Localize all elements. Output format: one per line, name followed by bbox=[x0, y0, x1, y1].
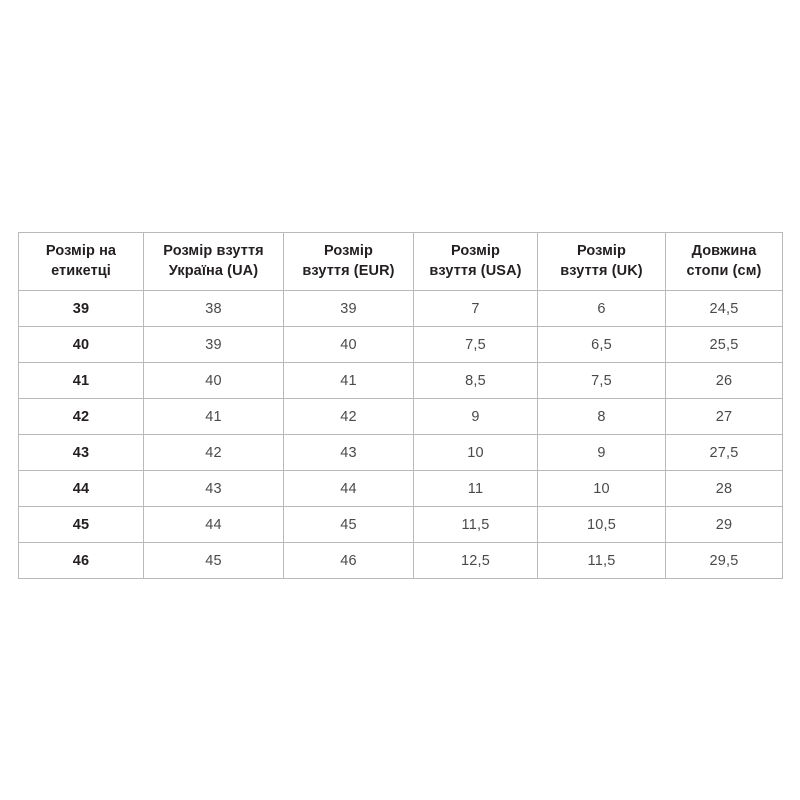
table-cell-eur_size: 40 bbox=[283, 326, 414, 363]
column-header-label-size: Розмір на етикетці bbox=[18, 232, 144, 291]
table-row: 41 40 41 8,5 7,5 26 bbox=[18, 362, 783, 399]
table-cell-eur_size: 43 bbox=[283, 434, 414, 471]
table-cell-ua_size: 45 bbox=[143, 542, 284, 579]
column-header-ua-size: Розмір взуття Україна (UA) bbox=[143, 232, 284, 291]
table-row: 44 43 44 11 10 28 bbox=[18, 470, 783, 507]
column-header-line1: Довжина bbox=[691, 242, 757, 259]
table-cell-label_size: 39 bbox=[18, 290, 144, 327]
column-header-uk-size: Розмір взуття (UK) bbox=[537, 232, 666, 291]
column-header-line2: взуття (EUR) bbox=[302, 262, 395, 279]
table-cell-foot_length: 27 bbox=[665, 398, 783, 435]
table-cell-label_size: 46 bbox=[18, 542, 144, 579]
table-cell-usa_size: 8,5 bbox=[413, 362, 538, 399]
column-header-line1: Розмір на bbox=[45, 242, 117, 259]
column-header-line2: взуття (USA) bbox=[429, 262, 522, 279]
table-cell-label_size: 45 bbox=[18, 506, 144, 543]
table-cell-foot_length: 29 bbox=[665, 506, 783, 543]
table-cell-foot_length: 27,5 bbox=[665, 434, 783, 471]
table-cell-eur_size: 44 bbox=[283, 470, 414, 507]
column-header-line1: Розмір bbox=[323, 242, 374, 259]
table-cell-foot_length: 25,5 bbox=[665, 326, 783, 363]
table-cell-usa_size: 10 bbox=[413, 434, 538, 471]
table-cell-eur_size: 45 bbox=[283, 506, 414, 543]
table-cell-eur_size: 39 bbox=[283, 290, 414, 327]
table-cell-usa_size: 12,5 bbox=[413, 542, 538, 579]
table-cell-uk_size: 11,5 bbox=[537, 542, 666, 579]
column-header-line2: стопи (см) bbox=[686, 262, 762, 279]
table-cell-ua_size: 42 bbox=[143, 434, 284, 471]
column-header-line2: взуття (UK) bbox=[560, 262, 643, 279]
column-header-line1: Розмір bbox=[450, 242, 501, 259]
table-cell-usa_size: 9 bbox=[413, 398, 538, 435]
table-cell-usa_size: 7,5 bbox=[413, 326, 538, 363]
table-cell-uk_size: 7,5 bbox=[537, 362, 666, 399]
table-cell-uk_size: 9 bbox=[537, 434, 666, 471]
table-cell-label_size: 42 bbox=[18, 398, 144, 435]
table-cell-eur_size: 46 bbox=[283, 542, 414, 579]
table-cell-foot_length: 26 bbox=[665, 362, 783, 399]
table-cell-foot_length: 29,5 bbox=[665, 542, 783, 579]
table-cell-usa_size: 11,5 bbox=[413, 506, 538, 543]
table-cell-foot_length: 24,5 bbox=[665, 290, 783, 327]
table-cell-foot_length: 28 bbox=[665, 470, 783, 507]
table-cell-eur_size: 41 bbox=[283, 362, 414, 399]
table-cell-uk_size: 6,5 bbox=[537, 326, 666, 363]
table-cell-usa_size: 7 bbox=[413, 290, 538, 327]
table-cell-uk_size: 8 bbox=[537, 398, 666, 435]
column-header-line2: Україна (UA) bbox=[168, 262, 259, 279]
table-cell-label_size: 41 bbox=[18, 362, 144, 399]
table-cell-uk_size: 10 bbox=[537, 470, 666, 507]
table-cell-ua_size: 41 bbox=[143, 398, 284, 435]
table-cell-label_size: 44 bbox=[18, 470, 144, 507]
size-table-container: Розмір на етикетці Розмір взуття Україна… bbox=[18, 232, 783, 579]
table-row: 43 42 43 10 9 27,5 bbox=[18, 434, 783, 471]
table-row: 42 41 42 9 8 27 bbox=[18, 398, 783, 435]
table-row: 45 44 45 11,5 10,5 29 bbox=[18, 506, 783, 543]
table-cell-uk_size: 6 bbox=[537, 290, 666, 327]
table-cell-uk_size: 10,5 bbox=[537, 506, 666, 543]
table-cell-label_size: 40 bbox=[18, 326, 144, 363]
table-cell-ua_size: 44 bbox=[143, 506, 284, 543]
column-header-eur-size: Розмір взуття (EUR) bbox=[283, 232, 414, 291]
table-cell-ua_size: 40 bbox=[143, 362, 284, 399]
table-cell-label_size: 43 bbox=[18, 434, 144, 471]
table-row: 40 39 40 7,5 6,5 25,5 bbox=[18, 326, 783, 363]
table-cell-ua_size: 38 bbox=[143, 290, 284, 327]
table-cell-eur_size: 42 bbox=[283, 398, 414, 435]
column-header-line1: Розмір bbox=[576, 242, 627, 259]
column-header-foot-length: Довжина стопи (см) bbox=[665, 232, 783, 291]
table-cell-ua_size: 43 bbox=[143, 470, 284, 507]
column-header-line2: етикетці bbox=[51, 262, 111, 279]
column-header-line1: Розмір взуття bbox=[163, 242, 264, 259]
table-cell-usa_size: 11 bbox=[413, 470, 538, 507]
table-header: Розмір на етикетці Розмір взуття Україна… bbox=[18, 232, 783, 291]
shoe-size-conversion-table: Розмір на етикетці Розмір взуття Україна… bbox=[18, 232, 783, 579]
table-body: 39 38 39 7 6 24,5 40 39 40 7,5 6,5 25,5 41 40 41 8,5 7,5… bbox=[18, 290, 783, 579]
table-row: 39 38 39 7 6 24,5 bbox=[18, 290, 783, 327]
table-header-row: Розмір на етикетці Розмір взуття Україна… bbox=[18, 232, 783, 291]
table-cell-ua_size: 39 bbox=[143, 326, 284, 363]
column-header-usa-size: Розмір взуття (USA) bbox=[413, 232, 538, 291]
table-row: 46 45 46 12,5 11,5 29,5 bbox=[18, 542, 783, 579]
